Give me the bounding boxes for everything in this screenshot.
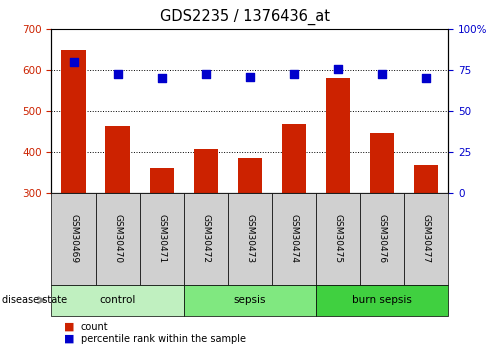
Point [158, 76, 166, 81]
Bar [316, 285, 448, 316]
Bar [194, 149, 218, 193]
Bar [326, 78, 350, 193]
Bar [360, 193, 404, 285]
Point [378, 71, 386, 76]
Bar [282, 124, 306, 193]
Point [202, 71, 210, 76]
Text: control: control [99, 295, 136, 305]
Text: GSM30470: GSM30470 [113, 214, 122, 264]
Text: GSM30477: GSM30477 [422, 214, 431, 264]
Point [70, 59, 77, 65]
Point [334, 66, 342, 71]
Bar [96, 193, 140, 285]
Bar [316, 193, 360, 285]
Text: GSM30476: GSM30476 [378, 214, 387, 264]
Text: disease state: disease state [2, 295, 68, 305]
Bar [184, 285, 316, 316]
Bar [184, 193, 228, 285]
Bar [140, 193, 184, 285]
Bar [272, 193, 316, 285]
Text: burn sepsis: burn sepsis [352, 295, 412, 305]
Bar [149, 168, 174, 193]
Point [290, 71, 298, 76]
Bar [238, 158, 262, 193]
Point [246, 74, 254, 80]
Text: GDS2235 / 1376436_at: GDS2235 / 1376436_at [160, 9, 330, 25]
Point [114, 71, 122, 76]
Text: percentile rank within the sample: percentile rank within the sample [81, 334, 246, 344]
Text: GSM30473: GSM30473 [245, 214, 254, 264]
Bar [404, 193, 448, 285]
Text: ■: ■ [64, 322, 74, 332]
Text: ■: ■ [64, 334, 74, 344]
Text: GSM30474: GSM30474 [290, 214, 298, 264]
Text: GSM30472: GSM30472 [201, 214, 210, 264]
Bar [228, 193, 272, 285]
Text: GSM30469: GSM30469 [69, 214, 78, 264]
Bar [414, 165, 439, 193]
Bar [105, 126, 130, 193]
Text: GSM30475: GSM30475 [334, 214, 343, 264]
Text: count: count [81, 322, 108, 332]
Point [422, 76, 430, 81]
Bar [61, 50, 86, 193]
Bar [51, 285, 184, 316]
Bar [51, 193, 96, 285]
Text: sepsis: sepsis [234, 295, 266, 305]
Bar [370, 132, 394, 193]
Text: GSM30471: GSM30471 [157, 214, 166, 264]
